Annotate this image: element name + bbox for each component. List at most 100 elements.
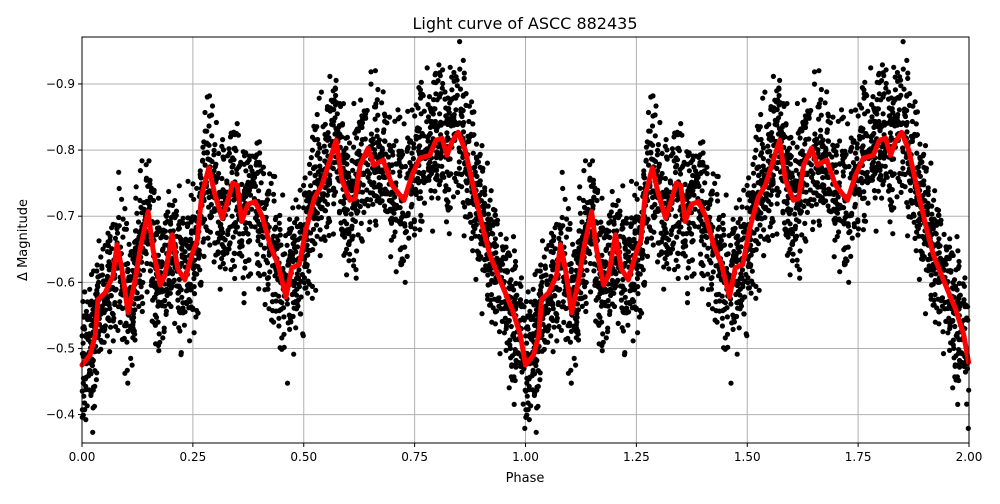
data-point <box>90 430 95 435</box>
data-point <box>906 204 911 209</box>
data-point <box>769 202 774 207</box>
data-point <box>310 296 315 301</box>
data-point <box>591 178 596 183</box>
data-point <box>687 194 692 199</box>
data-point <box>862 213 867 218</box>
data-point <box>243 150 248 155</box>
data-point <box>754 227 759 232</box>
data-point <box>855 141 860 146</box>
data-point <box>553 246 558 251</box>
data-point <box>642 175 647 180</box>
data-point <box>878 149 883 154</box>
data-point <box>907 178 912 183</box>
data-point <box>175 298 180 303</box>
data-point <box>466 119 471 124</box>
data-point <box>347 252 352 257</box>
data-point <box>425 65 430 70</box>
data-point <box>165 293 170 298</box>
data-point <box>835 234 840 239</box>
data-point <box>563 197 568 202</box>
data-point <box>884 171 889 176</box>
data-point <box>656 241 661 246</box>
data-point <box>648 190 653 195</box>
data-point <box>860 196 865 201</box>
data-point <box>365 169 370 174</box>
data-point <box>914 230 919 235</box>
data-point <box>962 275 967 280</box>
data-point <box>708 197 713 202</box>
data-point <box>189 193 194 198</box>
data-point <box>92 384 97 389</box>
data-point <box>563 337 568 342</box>
data-point <box>717 241 722 246</box>
data-point <box>382 112 387 117</box>
data-point <box>358 97 363 102</box>
data-point <box>405 254 410 259</box>
data-point <box>904 93 909 98</box>
data-point <box>431 111 436 116</box>
data-point <box>756 137 761 142</box>
data-point <box>457 120 462 125</box>
data-point <box>397 115 402 120</box>
data-point <box>890 231 895 236</box>
data-point <box>668 178 673 183</box>
data-point <box>676 251 681 256</box>
data-point <box>487 303 492 308</box>
data-point <box>139 158 144 163</box>
data-point <box>651 230 656 235</box>
data-point <box>196 256 201 261</box>
data-point <box>381 89 386 94</box>
data-point <box>206 123 211 128</box>
data-point <box>360 117 365 122</box>
data-point <box>382 139 387 144</box>
data-point <box>688 160 693 165</box>
data-point <box>212 142 217 147</box>
data-point <box>95 262 100 267</box>
data-point <box>751 171 756 176</box>
data-point <box>493 236 498 241</box>
data-point <box>451 70 456 75</box>
data-point <box>673 214 678 219</box>
data-point <box>428 188 433 193</box>
data-point <box>158 260 163 265</box>
data-point <box>480 166 485 171</box>
data-point <box>642 283 647 288</box>
data-point <box>786 235 791 240</box>
data-point <box>489 278 494 283</box>
data-point <box>748 262 753 267</box>
data-point <box>489 188 494 193</box>
data-point <box>825 112 830 117</box>
data-point <box>311 227 316 232</box>
data-point <box>657 120 662 125</box>
data-point <box>778 111 783 116</box>
data-point <box>389 200 394 205</box>
data-point <box>765 144 770 149</box>
data-point <box>966 426 971 431</box>
data-point <box>369 131 374 136</box>
data-point <box>213 241 218 246</box>
data-point <box>742 225 747 230</box>
data-point <box>841 115 846 120</box>
data-point <box>498 232 503 237</box>
data-point <box>734 205 739 210</box>
data-point <box>388 254 393 259</box>
data-point <box>371 180 376 185</box>
data-point <box>96 280 101 285</box>
data-point <box>655 152 660 157</box>
data-point <box>788 221 793 226</box>
data-point <box>403 164 408 169</box>
data-point <box>497 351 502 356</box>
data-point <box>323 238 328 243</box>
data-point <box>209 133 214 138</box>
data-point <box>583 158 588 163</box>
data-point <box>125 329 130 334</box>
data-point <box>929 272 934 277</box>
data-point <box>120 337 125 342</box>
data-point <box>122 206 127 211</box>
data-point <box>610 189 615 194</box>
data-point <box>232 276 237 281</box>
data-point <box>532 391 537 396</box>
data-point <box>651 242 656 247</box>
data-point <box>279 300 284 305</box>
data-point <box>698 252 703 257</box>
